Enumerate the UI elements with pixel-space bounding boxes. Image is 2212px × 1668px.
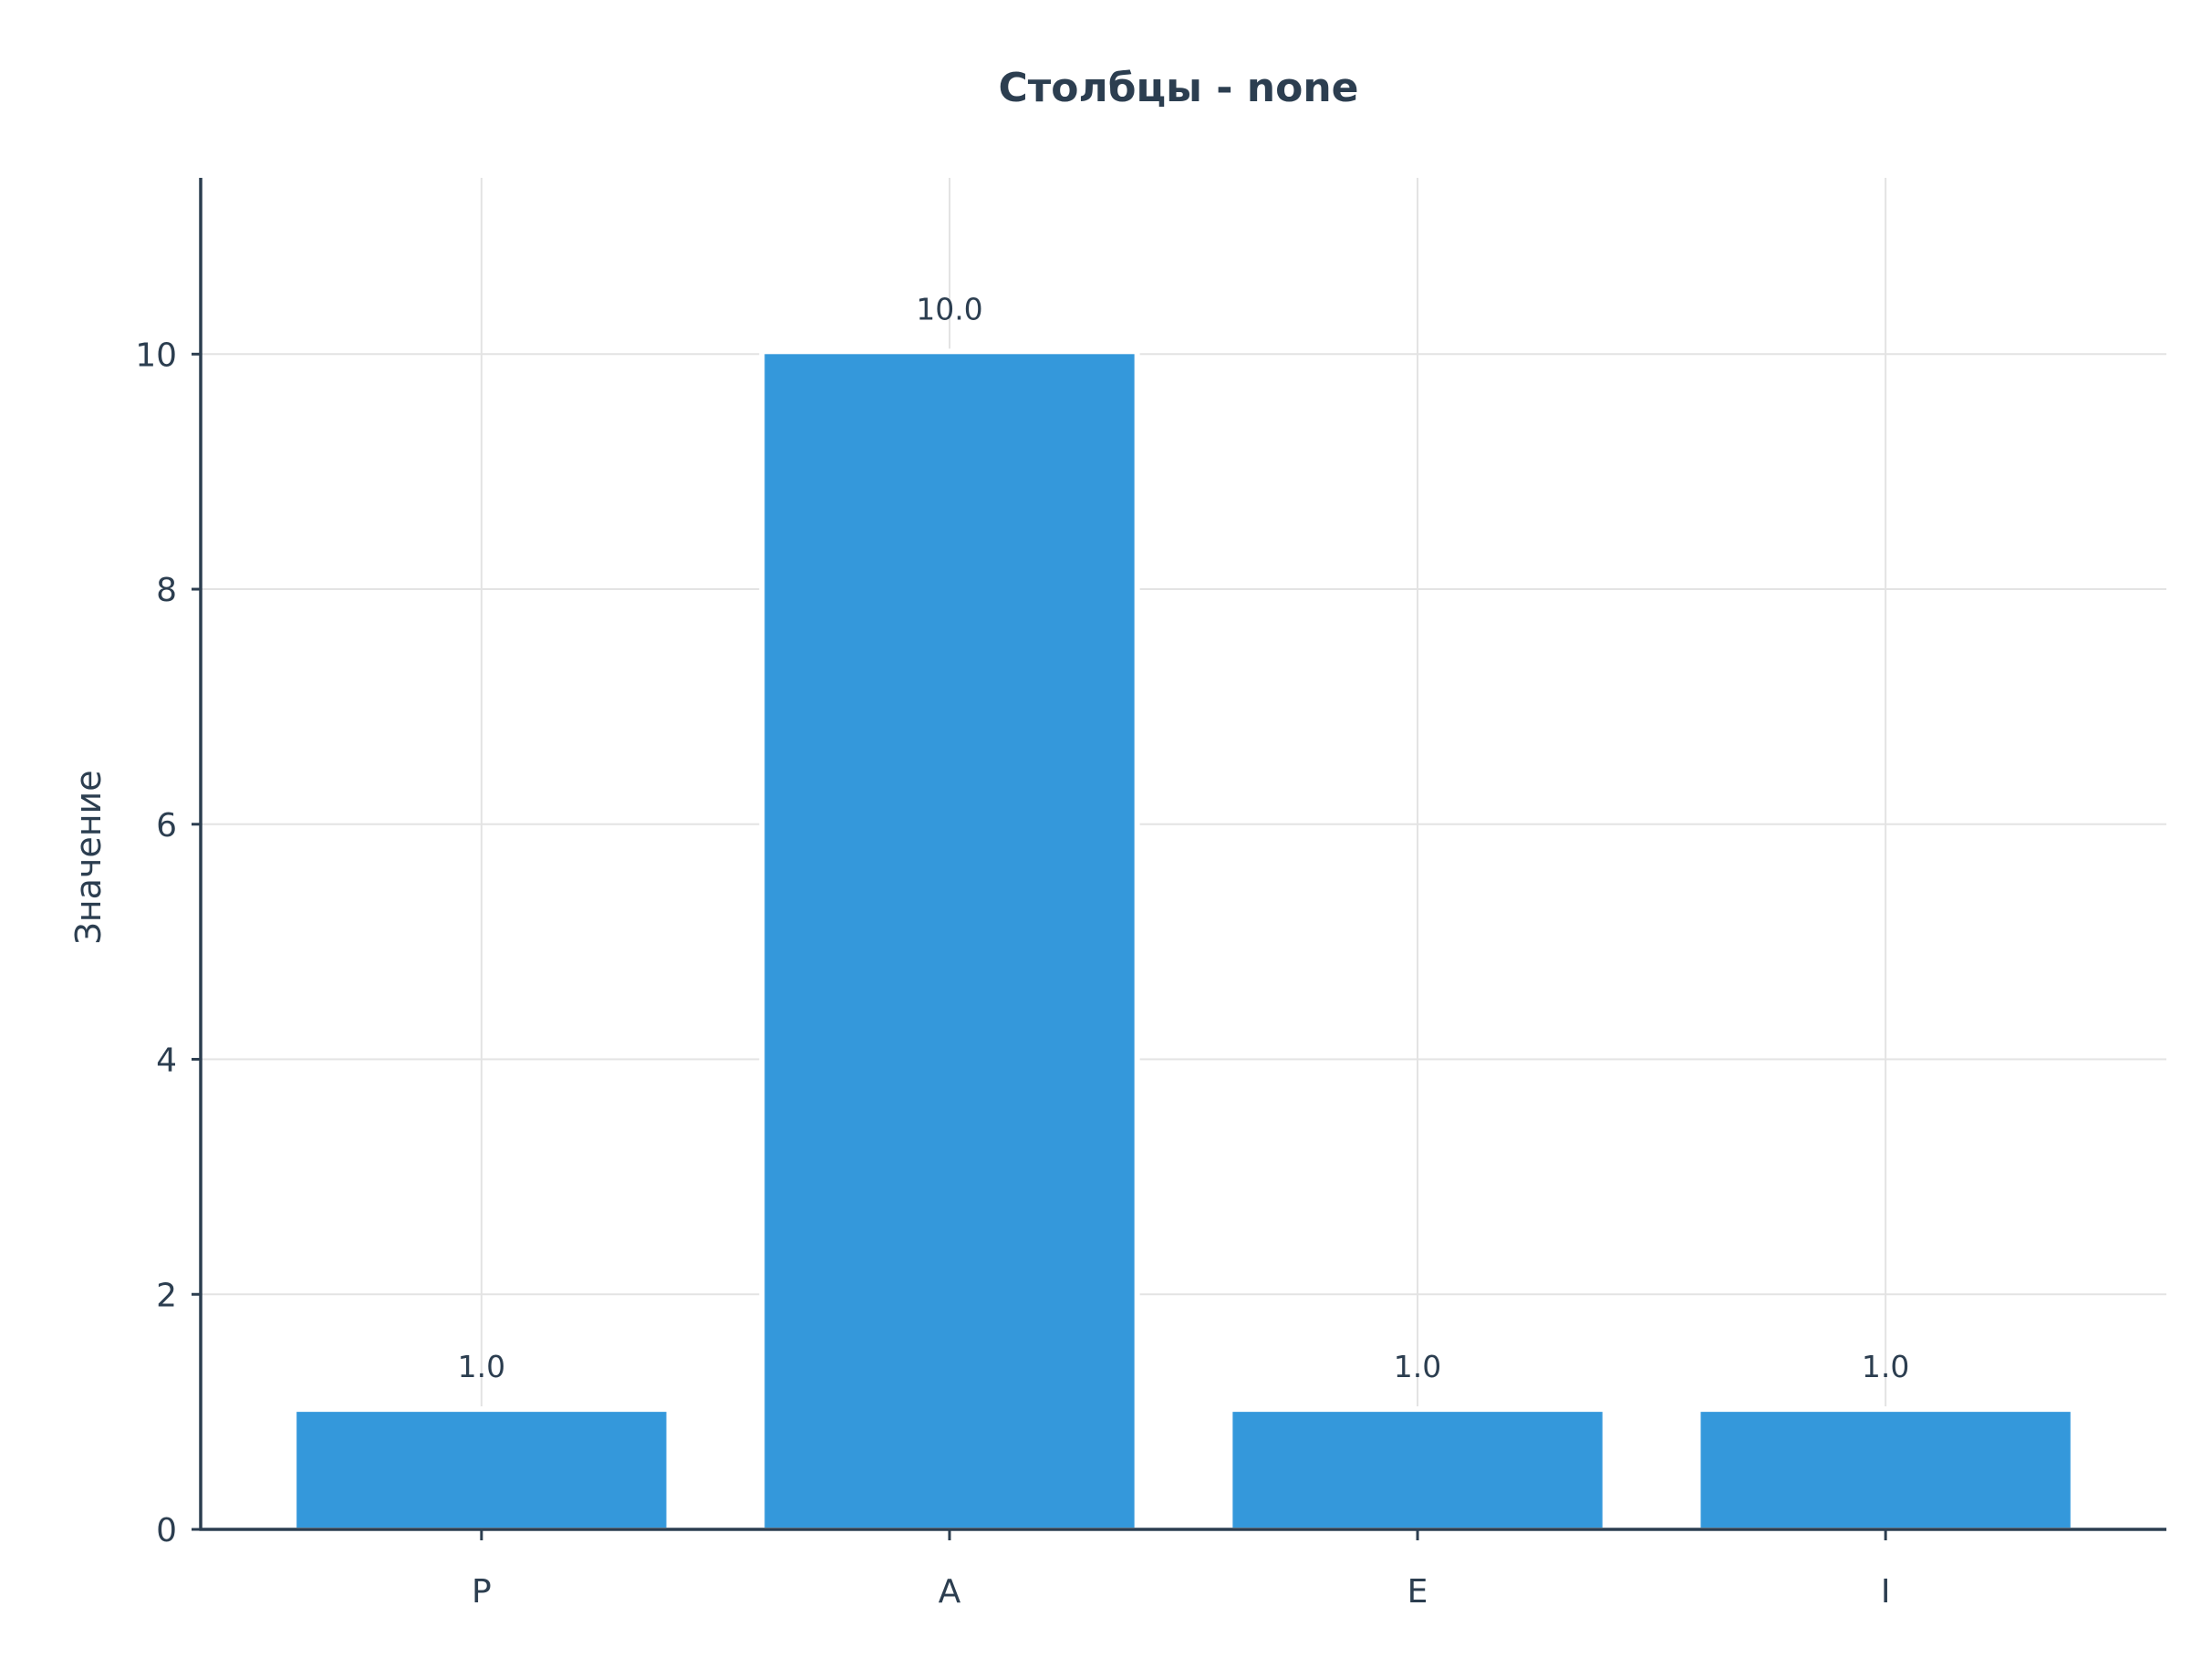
y-tick-label: 2 xyxy=(156,1277,177,1314)
data-label: 1.0 xyxy=(458,1349,505,1384)
x-tick-label: E xyxy=(1407,1573,1428,1611)
data-label: 1.0 xyxy=(1394,1349,1441,1384)
chart-title: Столбцы - none xyxy=(999,65,1359,111)
bar-i xyxy=(1700,1412,2071,1528)
axis-layer: 0 2 4 6 8 10 P A E I xyxy=(135,178,2166,1611)
bar-a xyxy=(764,354,1135,1528)
bar-p xyxy=(296,1412,667,1528)
y-tick-label: 0 xyxy=(156,1512,177,1549)
label-layer: 1.0 10.0 1.0 1.0 xyxy=(458,291,1910,1384)
data-label: 1.0 xyxy=(1862,1349,1909,1384)
grid-layer xyxy=(201,178,2166,1529)
y-tick-label: 6 xyxy=(156,807,177,844)
data-label: 10.0 xyxy=(916,291,982,326)
bar-e xyxy=(1232,1412,1603,1528)
x-tick-label: P xyxy=(472,1573,492,1611)
x-tick-label: A xyxy=(939,1573,961,1611)
y-tick-label: 10 xyxy=(135,337,177,374)
y-axis-label: Значение xyxy=(68,770,109,944)
y-tick-label: 8 xyxy=(156,572,177,609)
bar-layer xyxy=(291,348,2076,1530)
x-tick-label: I xyxy=(1881,1573,1891,1611)
y-tick-label: 4 xyxy=(156,1042,177,1080)
